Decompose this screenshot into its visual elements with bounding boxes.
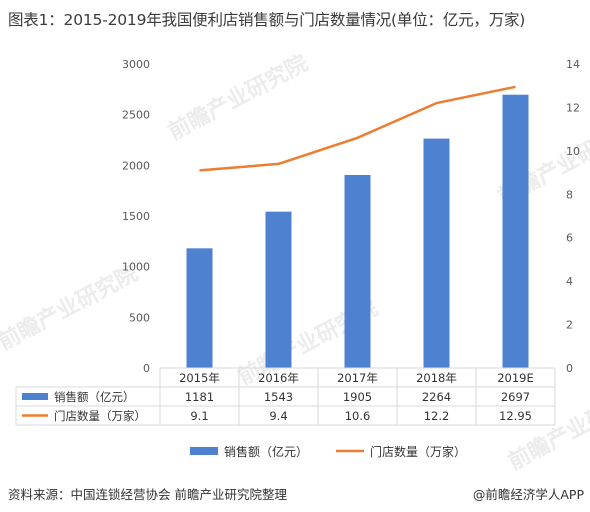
category-label: 2017年 [337,371,378,385]
brand-credit: @前瞻经济学人APP [472,487,584,502]
right-axis-tick-label: 10 [566,145,580,158]
bar-2017年 [344,174,371,368]
chart-title: 图表1：2015-2019年我国便利店销售额与门店数量情况(单位：亿元，万家) [8,11,526,29]
legend-key-bar [190,447,218,455]
data-label: 1543 [264,390,293,404]
right-axis-tick-label: 0 [566,362,573,375]
bar-2015年 [186,248,213,368]
table-series-name: 门店数量（万家） [54,409,146,423]
table-legend-key-bar [22,393,48,400]
right-axis-tick-label: 4 [566,275,573,288]
right-axis-tick-label: 14 [566,58,580,71]
left-axis-tick-label: 2500 [122,109,150,122]
right-axis-tick-label: 2 [566,319,573,332]
right-axis-tick-label: 12 [566,101,580,114]
data-label: 1905 [343,390,372,404]
left-axis-tick-label: 1500 [122,210,150,223]
data-label: 9.1 [190,409,208,423]
store-count-line [199,85,516,172]
category-label: 2019E [497,371,534,385]
legend-label-line: 门店数量（万家） [370,444,466,459]
category-label: 2018年 [416,371,457,385]
bar-2016年 [265,211,292,368]
table-series-name: 销售额（亿元） [54,390,135,404]
right-axis-tick-label: 6 [566,232,573,245]
right-axis-tick-label: 8 [566,188,573,201]
left-axis-tick-label: 3000 [122,58,150,71]
left-axis-tick-label: 2000 [122,159,150,172]
data-label: 10.6 [345,409,371,423]
data-label: 12.95 [499,409,532,423]
data-label: 1181 [185,390,214,404]
data-label: 9.4 [269,409,287,423]
source-note: 资料来源：中国连锁经营协会 前瞻产业研究院整理 [8,487,287,502]
left-axis-tick-label: 1000 [122,261,150,274]
category-label: 2016年 [258,371,299,385]
left-axis-tick-label: 0 [143,362,150,375]
left-axis-tick-label: 500 [129,311,150,324]
data-label: 2264 [422,390,451,404]
legend-label-bar: 销售额（亿元） [224,444,308,459]
category-label: 2015年 [179,371,220,385]
data-label: 12.2 [424,409,450,423]
bar-2019E [502,94,529,368]
bar-2018年 [423,138,450,368]
data-label: 2697 [501,390,530,404]
